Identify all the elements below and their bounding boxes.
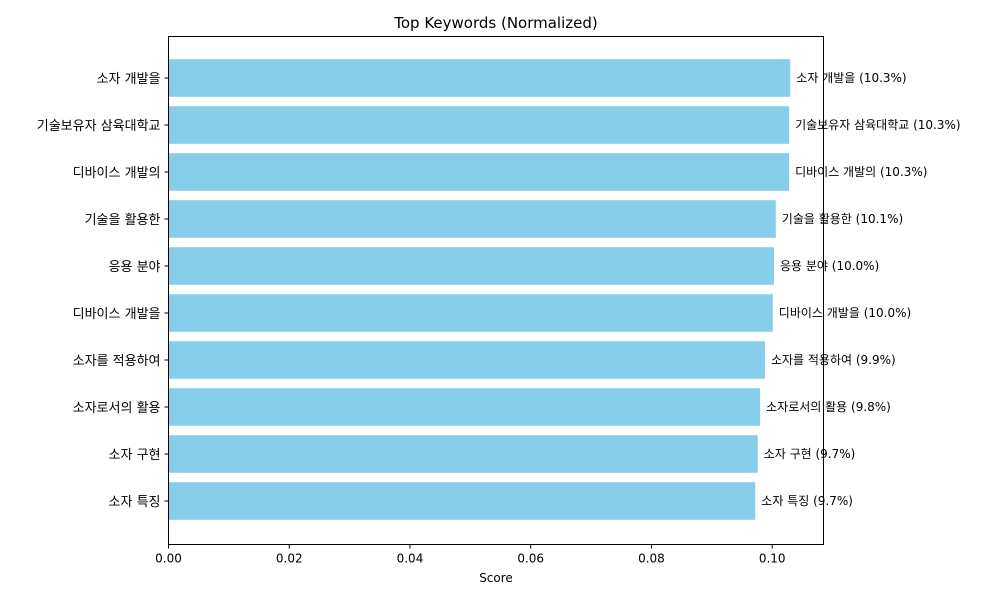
- data-label: 소자로서의 활용 (9.8%): [766, 400, 891, 414]
- x-tick-label: 0.06: [517, 552, 544, 566]
- bar: [168, 388, 761, 426]
- category-label: 응용 분야: [109, 260, 161, 275]
- data-label: 소자 개발을 (10.3%): [796, 71, 906, 85]
- bar: [168, 482, 756, 520]
- category-label: 소자로서의 활용: [73, 401, 161, 416]
- chart-title: Top Keywords (Normalized): [393, 14, 598, 32]
- category-label: 소자 구현: [109, 448, 161, 463]
- x-axis-ticks: 0.00 0.02 0.04 0.06 0.08 0.10: [155, 544, 786, 566]
- x-tick-label: 0.00: [155, 552, 182, 566]
- category-label: 디바이스 개발의: [73, 166, 161, 181]
- bar: [168, 294, 773, 332]
- bar: [168, 106, 790, 144]
- data-labels: 소자 개발을 (10.3%) 기술보유자 삼육대학교 (10.3%) 디바이스 개발…: [761, 71, 960, 508]
- category-label: 소자 특징: [109, 495, 161, 510]
- x-tick-label: 0.10: [759, 552, 786, 566]
- x-axis-label: Score: [479, 571, 513, 585]
- data-label: 소자를 적용하여 (9.9%): [771, 353, 896, 367]
- data-label: 디바이스 개발을 (10.0%): [779, 306, 911, 320]
- category-label: 소자를 적용하여: [73, 354, 161, 369]
- x-tick-label: 0.02: [276, 552, 303, 566]
- category-label: 디바이스 개발을: [73, 307, 161, 322]
- category-label: 소자 개발을: [97, 72, 161, 87]
- bars-group: [168, 59, 791, 520]
- category-label: 기술을 활용한: [85, 213, 161, 228]
- bar: [168, 153, 790, 191]
- bar: [168, 435, 758, 473]
- data-label: 응용 분야 (10.0%): [780, 259, 879, 273]
- bar: [168, 59, 791, 97]
- data-label: 소자 구현 (9.7%): [764, 447, 856, 461]
- x-tick-label: 0.04: [397, 552, 424, 566]
- data-label: 기술보유자 삼육대학교 (10.3%): [795, 118, 961, 132]
- plot-frame: [168, 36, 824, 545]
- data-label: 소자 특징 (9.7%): [761, 494, 853, 508]
- bar: [168, 200, 776, 238]
- data-label: 기술을 활용한 (10.1%): [782, 212, 903, 226]
- category-label: 기술보유자 삼육대학교: [37, 119, 161, 134]
- x-tick-label: 0.08: [638, 552, 665, 566]
- data-label: 디바이스 개발의 (10.3%): [795, 165, 927, 179]
- bar: [168, 341, 765, 379]
- bar: [168, 247, 774, 285]
